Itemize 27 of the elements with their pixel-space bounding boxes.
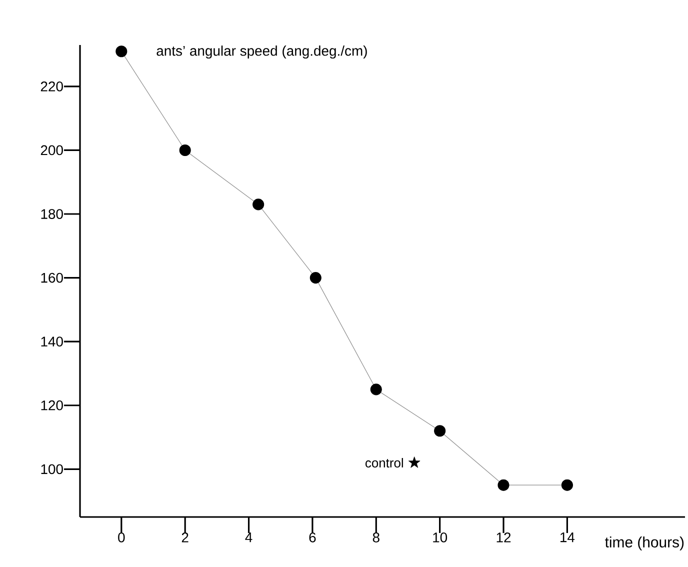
y-tick-label: 140 [41, 336, 63, 347]
point [370, 384, 382, 396]
point [116, 46, 128, 58]
y-tick-label: 220 [40, 81, 63, 92]
x-axis-title: time (hours) [605, 536, 684, 550]
point [561, 479, 573, 491]
x-tick-label: 4 [245, 532, 252, 542]
point [408, 456, 420, 468]
x-tick-label: 0 [118, 532, 125, 542]
y-tick-label: 120 [41, 400, 63, 410]
y-axis-title: ants’ angular speed (ang.deg./cm) [156, 46, 367, 59]
y-tick-label: 100 [41, 464, 63, 474]
x-tick-label: 10 [433, 532, 448, 542]
y-tick-label: 160 [41, 272, 63, 283]
x-tick-label: 6 [309, 532, 316, 542]
point [498, 479, 510, 491]
y-tick-label: 200 [40, 145, 63, 156]
x-tick-label: 8 [372, 532, 380, 542]
x-tick-label: 12 [496, 532, 511, 542]
point [434, 425, 446, 437]
point [252, 198, 264, 210]
series-label: control [366, 458, 403, 468]
x-tick-label: 14 [560, 532, 575, 542]
point [179, 144, 191, 156]
y-tick-label: 180 [41, 209, 63, 219]
x-tick-label: 2 [182, 532, 188, 542]
point [310, 272, 322, 284]
